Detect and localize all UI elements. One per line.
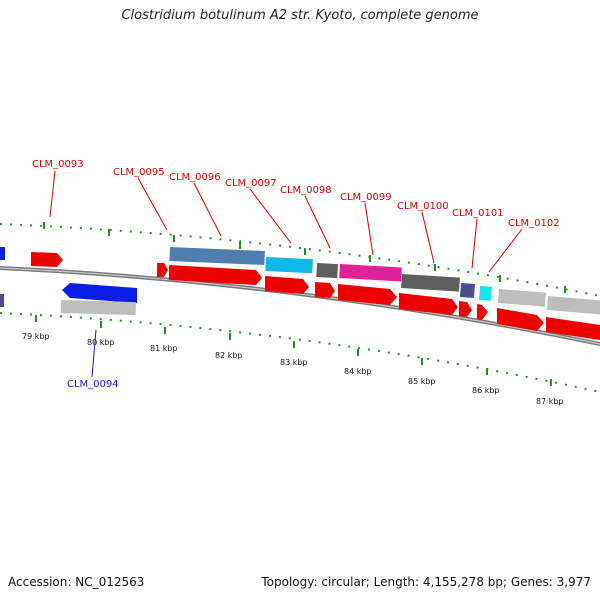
feature-block[interactable]	[497, 288, 546, 307]
lower-major-ticks	[35, 315, 552, 386]
gene-label[interactable]: CLM_0098	[280, 185, 332, 196]
tick-label: 80 kbp	[87, 338, 115, 347]
leader-line	[488, 228, 523, 273]
label-leaders	[49, 170, 523, 378]
gene-label[interactable]: CLM_0097	[225, 178, 277, 189]
gene-label[interactable]: CLM_0102	[508, 218, 560, 229]
gene-label[interactable]: CLM_0096	[169, 172, 221, 183]
feature-block[interactable]	[0, 247, 5, 260]
leader-line	[49, 170, 56, 218]
genome-backbone-highlight	[0, 267, 600, 345]
cds-arrow[interactable]	[169, 265, 262, 285]
upper-major-ticks	[43, 222, 566, 293]
upper-tick-arc	[0, 223, 600, 297]
leader-line	[304, 195, 331, 249]
tick-label: 79 kbp	[22, 332, 50, 341]
cds-arrow-reverse[interactable]	[62, 283, 137, 303]
leader-line	[193, 182, 222, 237]
reverse-cds-track	[0, 283, 137, 316]
accession-text: Accession: NC_012563	[8, 575, 145, 589]
gene-label[interactable]: CLM_0100	[397, 201, 449, 212]
leader-line	[249, 188, 292, 244]
tick-label: 82 kbp	[215, 351, 243, 360]
feature-track-upper	[0, 247, 600, 315]
feature-block[interactable]	[0, 294, 4, 307]
feature-block[interactable]	[265, 257, 313, 274]
feature-block[interactable]	[169, 247, 265, 265]
cds-arrow[interactable]	[265, 276, 309, 294]
tick-label: 86 kbp	[472, 386, 500, 395]
feature-block[interactable]	[546, 296, 600, 315]
gene-label[interactable]: CLM_0101	[452, 208, 504, 219]
forward-cds-track	[31, 252, 600, 340]
cds-arrow[interactable]	[497, 308, 544, 331]
leader-line	[364, 202, 374, 256]
tick-label: 81 kbp	[150, 344, 178, 353]
cds-arrow[interactable]	[338, 284, 397, 305]
tick-label: 83 kbp	[280, 358, 308, 367]
feature-block[interactable]	[316, 263, 338, 279]
tick-labels: 79 kbp 80 kbp 81 kbp 82 kbp 83 kbp 84 kb…	[22, 332, 564, 406]
cds-arrow[interactable]	[315, 282, 335, 298]
cds-arrow[interactable]	[477, 304, 488, 320]
cds-arrow[interactable]	[459, 301, 472, 317]
leader-line	[471, 218, 478, 269]
leader-line	[421, 211, 435, 264]
tick-label: 85 kbp	[408, 377, 436, 386]
feature-block[interactable]	[460, 283, 475, 298]
feature-block[interactable]	[401, 274, 460, 292]
feature-block[interactable]	[60, 300, 136, 316]
gene-label[interactable]: CLM_0095	[113, 167, 165, 178]
map-title: Clostridium botulinum A2 str. Kyoto, com…	[121, 8, 479, 23]
genome-summary-text: Topology: circular; Length: 4,155,278 bp…	[261, 575, 591, 589]
feature-block[interactable]	[479, 286, 492, 301]
gene-labels: CLM_0093 CLM_0094 CLM_0095 CLM_0096 CLM_…	[32, 159, 560, 390]
cds-arrow[interactable]	[546, 317, 600, 340]
cds-arrow[interactable]	[399, 293, 458, 315]
leader-line	[137, 177, 168, 231]
lower-tick-arc	[0, 312, 600, 393]
leader-line	[91, 329, 97, 378]
tick-label: 87 kbp	[536, 397, 564, 406]
gene-label[interactable]: CLM_0099	[340, 192, 392, 203]
cds-arrow[interactable]	[31, 252, 63, 267]
cds-arrow[interactable]	[157, 263, 168, 277]
gene-label[interactable]: CLM_0093	[32, 159, 84, 170]
tick-label: 84 kbp	[344, 367, 372, 376]
gene-label[interactable]: CLM_0094	[67, 379, 119, 390]
feature-block[interactable]	[339, 264, 402, 282]
